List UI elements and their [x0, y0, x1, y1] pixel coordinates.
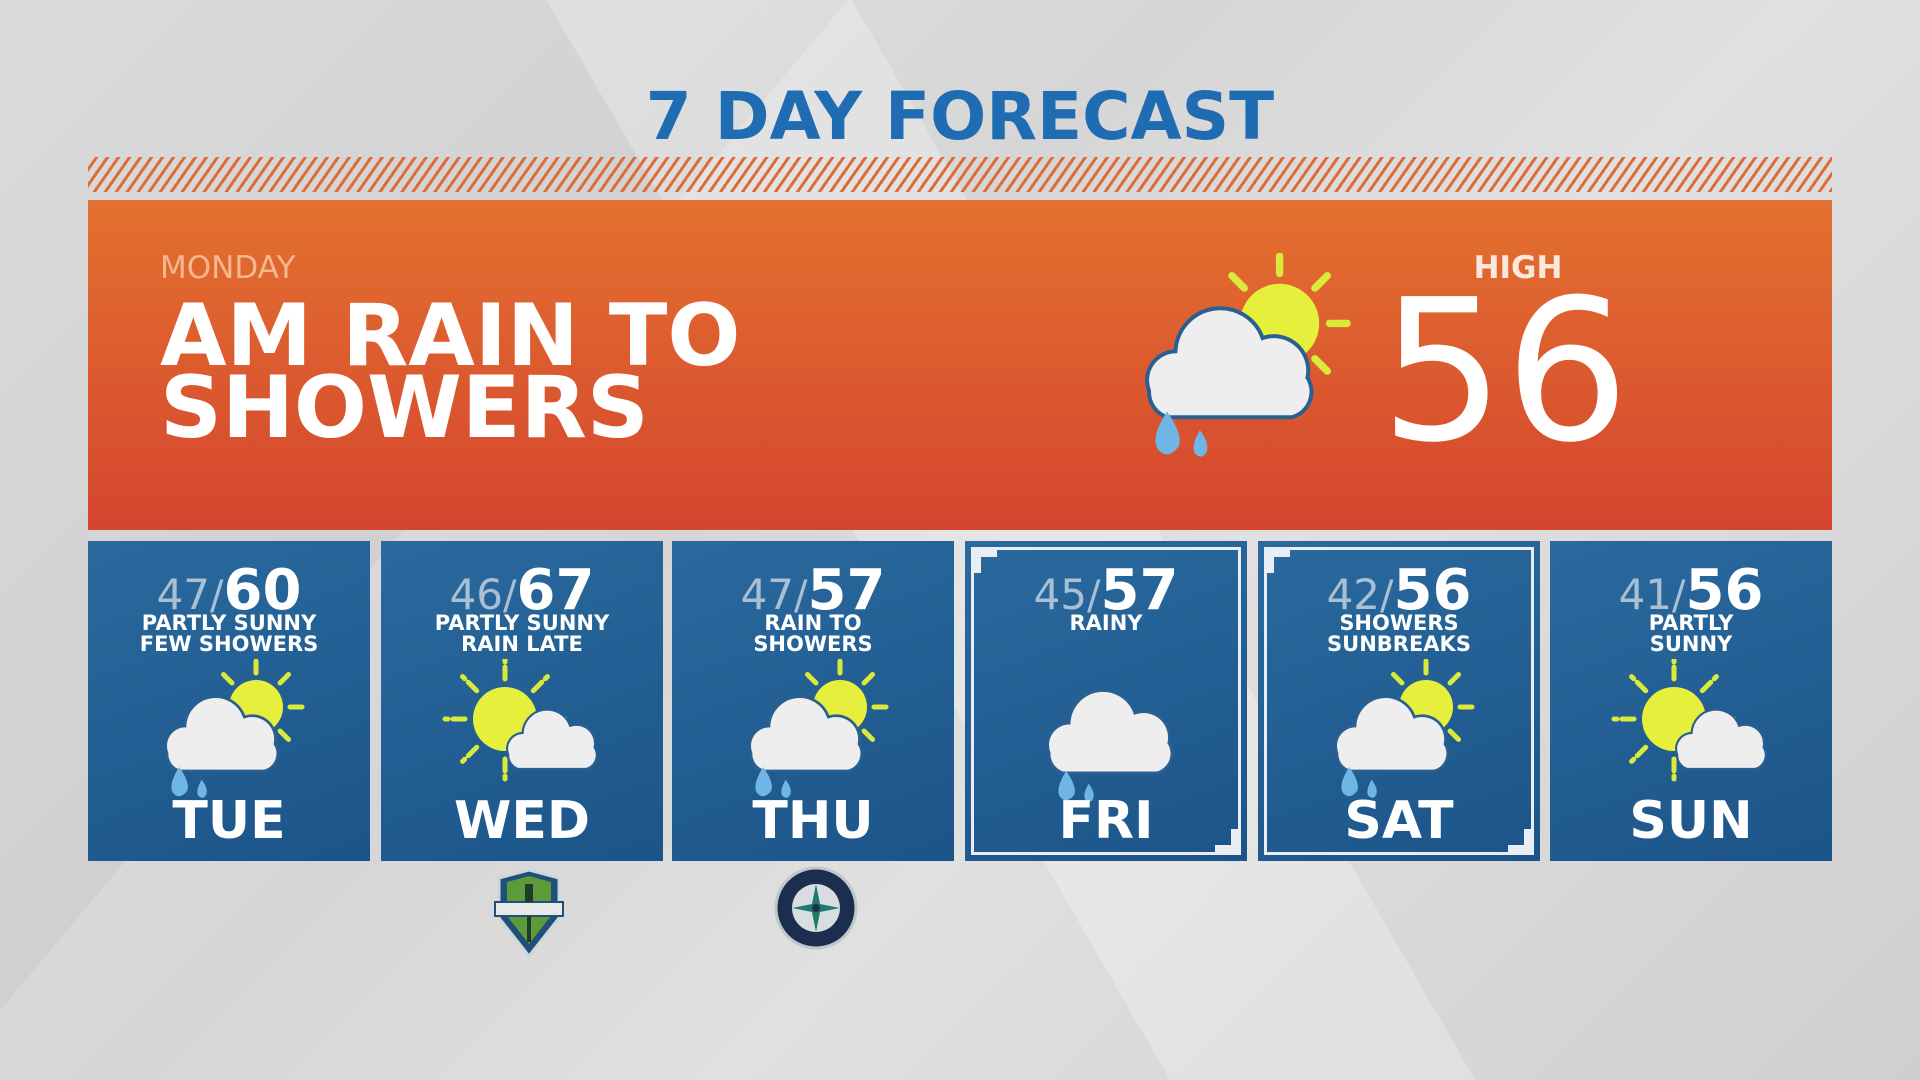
- forecast-description: PARTLY SUNNY FEW SHOWERS: [88, 613, 370, 655]
- temperatures: 45/57: [965, 561, 1247, 634]
- forecast-description: RAIN TO SHOWERS: [672, 613, 954, 655]
- temperatures: 41/56: [1550, 561, 1832, 634]
- high-temp: 56: [1685, 558, 1764, 623]
- high-temp: 57: [1100, 558, 1179, 623]
- forecast-description: RAINY: [965, 613, 1247, 634]
- description-line2: SHOWERS: [753, 632, 873, 656]
- temperatures: 47/60: [88, 561, 370, 634]
- slash: /: [794, 573, 808, 619]
- today-panel: MONDAY AM RAIN TO SHOWERS HIGH 56: [88, 200, 1832, 530]
- description-line2: FEW SHOWERS: [139, 632, 319, 656]
- slash: /: [1672, 573, 1686, 619]
- day-name: SUN: [1629, 791, 1753, 851]
- day-card-thu: 47/57 RAIN TO SHOWERS THU: [672, 541, 954, 861]
- today-day: MONDAY: [160, 250, 296, 286]
- day-name: WED: [453, 791, 591, 851]
- low-temp: 42: [1326, 570, 1381, 619]
- high-temp: 56: [1393, 558, 1472, 623]
- low-temp: 47: [740, 570, 795, 619]
- day-card-fri: 45/57 RAINY FRI: [965, 541, 1247, 861]
- low-temp: 47: [156, 570, 211, 619]
- temperatures: 47/57: [672, 561, 954, 634]
- low-temp: 46: [449, 570, 504, 619]
- high-temp: 57: [807, 558, 886, 623]
- description-line1: RAIN TO: [764, 611, 862, 635]
- temperatures: 46/67: [381, 561, 663, 634]
- description-line2: SUNBREAKS: [1327, 632, 1471, 656]
- description-line2: RAIN LATE: [461, 632, 583, 656]
- frame-corner: [1215, 829, 1241, 855]
- day-card-sat: 42/56 SHOWERS SUNBREAKS SAT: [1258, 541, 1540, 861]
- day-card-tue: 47/60 PARTLY SUNNY FEW SHOWERS TUE: [88, 541, 370, 861]
- day-card-wed: 46/67 PARTLY SUNNY RAIN LATE WED: [381, 541, 663, 861]
- today-high: 56: [1380, 258, 1630, 486]
- slash: /: [1380, 573, 1394, 619]
- slash: /: [210, 573, 224, 619]
- partly-sunny-icon: [1606, 656, 1776, 809]
- temperatures: 42/56: [1258, 561, 1540, 634]
- rain-icon: [1021, 659, 1191, 809]
- description-line2: SUNNY: [1649, 632, 1733, 656]
- description-line1: RAINY: [1069, 611, 1143, 635]
- frame-corner: [971, 547, 997, 573]
- mariners-logo: [774, 866, 858, 956]
- high-temp: 67: [516, 558, 595, 623]
- low-temp: 45: [1033, 570, 1088, 619]
- today-summary-line2: SHOWERS: [160, 358, 649, 458]
- forecast-description: PARTLY SUNNY: [1550, 613, 1832, 655]
- slash: /: [1087, 573, 1101, 619]
- frame-corner: [1508, 829, 1534, 855]
- low-temp: 41: [1618, 570, 1673, 619]
- day-card-sun: 41/56 PARTLY SUNNY SUN: [1550, 541, 1832, 861]
- showers-sun-icon: [728, 654, 898, 809]
- today-summary-line1: AM RAIN TO: [160, 286, 741, 386]
- showers-sun-icon: [144, 654, 314, 809]
- high-temp: 60: [223, 558, 302, 623]
- today-summary: AM RAIN TO SHOWERS: [160, 286, 860, 458]
- description-line1: PARTLY SUNNY: [141, 611, 317, 635]
- day-name: FRI: [1058, 791, 1154, 851]
- slash: /: [503, 573, 517, 619]
- page-title: 7 DAY FORECAST: [645, 78, 1275, 155]
- description-line1: PARTLY SUNNY: [434, 611, 610, 635]
- description-line1: PARTLY: [1648, 611, 1734, 635]
- description-line1: SHOWERS: [1339, 611, 1459, 635]
- showers-sun-icon: [1314, 654, 1484, 809]
- forecast-description: SHOWERS SUNBREAKS: [1258, 613, 1540, 655]
- forecast-description: PARTLY SUNNY RAIN LATE: [381, 613, 663, 655]
- high-label: HIGH: [1473, 250, 1563, 286]
- partly-sunny-icon: [437, 656, 607, 809]
- hatch-divider: [88, 157, 1832, 192]
- rain-showers-sun-icon: [1114, 246, 1366, 473]
- sounders-logo: [487, 868, 571, 959]
- day-name: SAT: [1344, 791, 1454, 851]
- day-name: TUE: [172, 791, 286, 851]
- day-name: THU: [752, 791, 874, 851]
- frame-corner: [1264, 547, 1290, 573]
